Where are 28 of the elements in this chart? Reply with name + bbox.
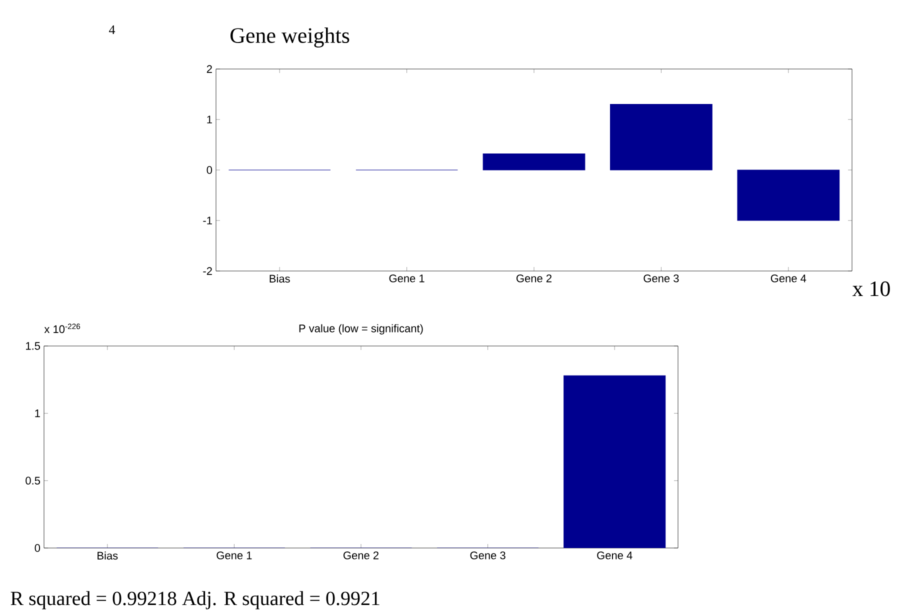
y-tick-label: 1 (35, 410, 40, 418)
x-tick-label: Gene 3 (470, 552, 506, 560)
y-tick-label: 0 (206, 166, 212, 174)
bar (482, 154, 586, 170)
chart-title: Gene weights (230, 27, 350, 48)
x-tick-label: Gene 1 (216, 552, 252, 560)
text: x 10$^{-226}$ (44, 324, 80, 334)
bar (610, 104, 712, 170)
y-tick-label: -2 (203, 267, 212, 275)
x-tick-label: Gene 1 (389, 274, 424, 282)
x-tick-label: Gene 4 (597, 552, 632, 560)
y-tick-label: 1.5 (26, 342, 40, 350)
x-tick-label: Gene 3 (644, 274, 679, 282)
x-tick-label: Bias (98, 552, 118, 560)
chart-title: P value (low = significant) (299, 324, 423, 334)
text: x 10 (852, 281, 890, 296)
text: R squared = 0.99218 Adj. R squared = 0.9921 (10, 591, 380, 610)
bar (737, 170, 840, 221)
y-tick-label: 1 (207, 116, 212, 124)
y-tick-label: -1 (203, 216, 212, 224)
y-tick-label: 2 (206, 65, 212, 73)
x-tick-label: Gene 2 (344, 552, 378, 560)
y-tick-label: 0.5 (26, 476, 40, 485)
text: 4 (109, 25, 116, 34)
y-tick-label: 0 (34, 544, 40, 552)
x-tick-label: Gene 4 (770, 274, 806, 282)
x-tick-label: Bias (270, 274, 290, 283)
x-tick-label: Gene 2 (516, 274, 552, 282)
